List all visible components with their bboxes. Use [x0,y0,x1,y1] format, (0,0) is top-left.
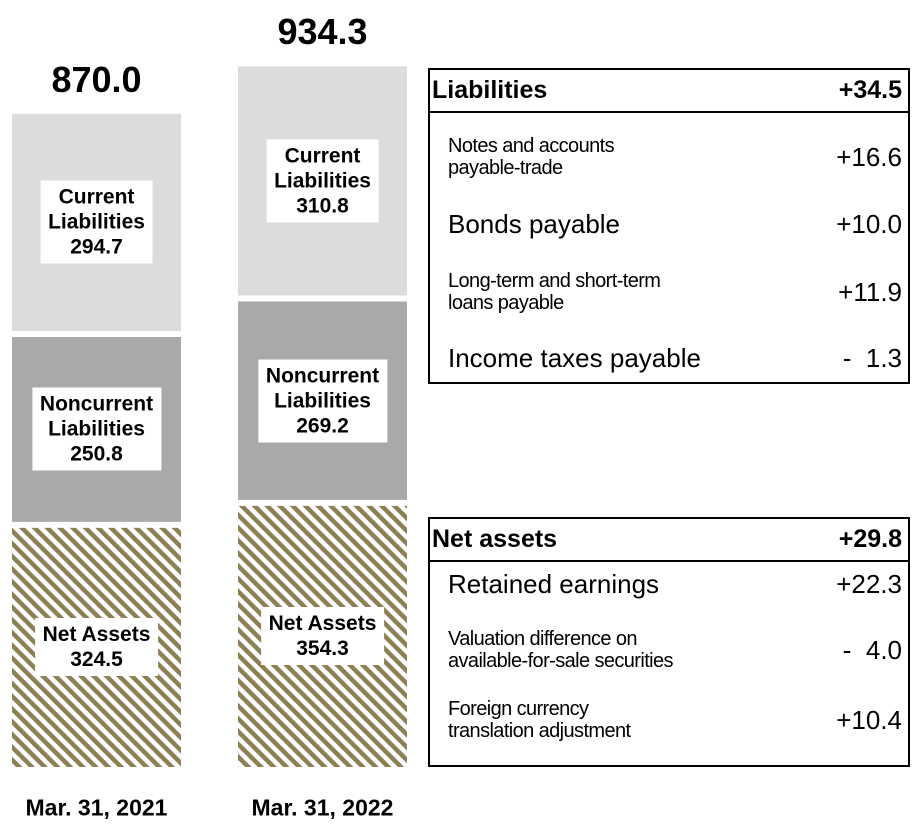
segment-name: Current Liabilities [48,185,145,234]
category-label: Mar. 31, 2022 [251,794,394,821]
segment-label: Current Liabilities 310.8 [266,139,379,223]
header-label: Liabilities [432,76,548,104]
row-value: +16.6 [836,142,902,172]
row-label: Foreign currency translation adjustment [448,698,631,742]
header-label: Net assets [432,525,558,553]
row-label: Long-term and short-term loans payable [448,270,661,314]
segment-value: 324.5 [70,648,123,672]
segment-name: Noncurrent Liabilities [39,392,154,441]
row-value: +22.3 [836,569,902,599]
segment-label: Net Assets 354.3 [260,607,385,666]
segment-label: Net Assets 324.5 [34,618,159,677]
header-value: +29.8 [838,525,902,553]
segment-value: 269.2 [296,414,349,438]
row-label: Income taxes payable [448,343,701,373]
row-value: +10.4 [836,705,902,735]
total-label: 934.3 [277,11,368,53]
table-row: Income taxes payable - 1.3 [430,345,908,371]
summary-table: Liabilities +34.5 Notes and accounts payab… [428,68,910,384]
row-value: - 4.0 [842,635,902,665]
table-row: Valuation difference on available-for-sa… [430,628,908,672]
segment-name: Current Liabilities [274,144,371,193]
table-row: Foreign currency translation adjustment +… [430,698,908,742]
segment-value: 250.8 [70,442,123,466]
table-header: Liabilities +34.5 [430,70,908,113]
segment-name: Noncurrent Liabilities [265,364,380,413]
row-value: +10.0 [836,209,902,239]
segment-label: Noncurrent Liabilities 269.2 [257,359,388,443]
segment-name: Net Assets [268,612,377,636]
segment-value: 354.3 [296,637,349,661]
segment-value: 294.7 [70,235,123,259]
segment-name: Net Assets [42,623,151,647]
segment-label: Current Liabilities 294.7 [40,180,153,264]
segment-value: 310.8 [296,194,349,218]
row-label: Valuation difference on available-for-sa… [448,628,674,672]
row-label: Notes and accounts payable-trade [448,135,615,179]
table-header: Net assets +29.8 [430,519,908,562]
segment-label: Noncurrent Liabilities 250.8 [31,387,162,471]
table-row: Retained earnings +22.3 [430,571,908,597]
table-row: Bonds payable +10.0 [430,211,908,237]
row-value: +11.9 [838,277,902,307]
table-row: Long-term and short-term loans payable +1… [430,270,908,314]
row-label: Retained earnings [448,569,660,599]
summary-table: Net assets +29.8 Retained earnings +22.3 Val… [428,517,910,767]
row-label: Bonds payable [448,209,621,239]
category-label: Mar. 31, 2021 [25,794,168,821]
total-label: 870.0 [51,58,142,100]
row-value: - 1.3 [842,343,902,373]
table-row: Notes and accounts payable-trade +16.6 [430,135,908,179]
header-value: +34.5 [838,76,902,104]
